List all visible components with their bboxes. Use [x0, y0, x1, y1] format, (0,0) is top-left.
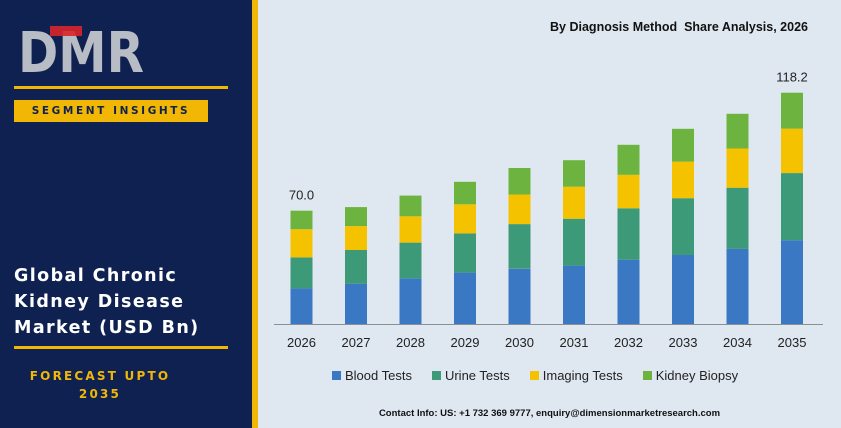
bar-segment-imaging-tests — [726, 148, 749, 188]
chart-legend: Blood Tests Urine Tests Imaging Tests Kidne… — [332, 367, 738, 383]
segment-insights-badge: SEGMENT INSIGHTS — [14, 100, 208, 122]
legend-label: Kidney Biopsy — [655, 367, 739, 383]
chart-title: By Diagnosis Method Share Analysis, 2026 — [550, 20, 808, 34]
market-title-line: Market (USD Bn) — [14, 318, 200, 338]
forecast-year: 2035 — [78, 387, 122, 401]
bar-segment-kidney-biopsy — [399, 195, 422, 217]
bar-segment-urine-tests — [672, 198, 694, 255]
logo-divider — [14, 86, 228, 89]
bar-segment-imaging-tests — [781, 128, 803, 173]
x-tick-label: 2030 — [505, 335, 534, 350]
data-label: 118.2 — [776, 70, 808, 85]
bar-segment-imaging-tests — [290, 229, 313, 258]
bar-segment-kidney-biopsy — [781, 92, 803, 129]
market-title-line: Kidney Disease — [14, 292, 185, 312]
x-tick-label: 2032 — [614, 335, 643, 350]
bar-segment-kidney-biopsy — [672, 128, 694, 162]
bar-segment-kidney-biopsy — [290, 210, 313, 230]
bar-segment-kidney-biopsy — [617, 144, 640, 175]
bar-segment-imaging-tests — [454, 204, 476, 234]
legend-label: Urine Tests — [444, 367, 510, 383]
bar-segment-kidney-biopsy — [345, 207, 367, 227]
x-tick-label: 2028 — [396, 335, 425, 350]
bar-segment-urine-tests — [563, 218, 585, 266]
legend-swatch — [332, 370, 341, 380]
bar-segment-blood-tests — [290, 288, 313, 324]
legend-item: Urine Tests — [431, 367, 510, 383]
bar-segment-blood-tests — [617, 259, 640, 324]
bar-segment-kidney-biopsy — [563, 160, 585, 187]
title-divider — [14, 346, 228, 349]
segment-insights-text: SEGMENT INSIGHTS — [31, 105, 191, 117]
legend-item: Blood Tests — [332, 368, 412, 383]
legend-item: Kidney Biopsy — [642, 367, 739, 383]
contact-info: Contact Info: US: +1 732 369 9777, enqui… — [378, 408, 721, 419]
bar-segment-imaging-tests — [508, 194, 531, 225]
x-tick-label: 2031 — [560, 335, 589, 350]
bar-segment-blood-tests — [345, 283, 367, 324]
bar-segment-blood-tests — [781, 240, 803, 324]
forecast-line: FORECAST UPTO — [29, 369, 171, 383]
x-tick-label: 2033 — [669, 335, 698, 350]
bar-segment-blood-tests — [563, 265, 585, 324]
bar-segment-urine-tests — [345, 249, 367, 284]
legend-swatch — [529, 370, 539, 380]
x-tick-label: 2029 — [451, 335, 480, 350]
forecast-label: FORECAST UPTO 2035 — [14, 367, 186, 403]
bar-segment-kidney-biopsy — [508, 168, 531, 195]
bar-segment-blood-tests — [672, 255, 694, 324]
legend-label: Blood Tests — [345, 367, 412, 383]
bar-segment-imaging-tests — [399, 216, 422, 243]
bar-segment-blood-tests — [726, 248, 749, 324]
bar-segment-urine-tests — [781, 173, 803, 241]
bar-segment-blood-tests — [454, 272, 476, 324]
left-panel: DMR SEGMENT INSIGHTS Global Chronic Kidn… — [0, 0, 252, 428]
logo-red-accent — [50, 26, 82, 36]
market-title-line: Global Chronic — [14, 266, 178, 286]
bar-segment-kidney-biopsy — [726, 113, 749, 149]
bar-segment-urine-tests — [399, 242, 422, 279]
x-tick-label: 2027 — [342, 335, 371, 350]
x-tick-label: 2034 — [723, 335, 752, 350]
bar-segment-imaging-tests — [563, 186, 585, 219]
bar-segment-imaging-tests — [617, 174, 640, 209]
accent-strip — [252, 0, 258, 428]
legend-item: Imaging Tests — [529, 367, 623, 383]
legend-swatch — [431, 370, 441, 380]
bar-segment-kidney-biopsy — [454, 181, 476, 205]
bar-segment-urine-tests — [726, 187, 749, 249]
x-tick-label: 2035 — [778, 335, 807, 350]
bar-segment-urine-tests — [290, 257, 313, 289]
legend-label: Imaging Tests — [542, 367, 623, 383]
bar-segment-blood-tests — [399, 278, 422, 324]
bar-segment-urine-tests — [454, 233, 476, 273]
dmr-logo: DMR — [18, 22, 144, 78]
bar-segment-imaging-tests — [345, 226, 367, 250]
bar-segment-urine-tests — [508, 224, 531, 269]
data-label: 70.0 — [289, 188, 314, 203]
bar-segment-urine-tests — [617, 208, 640, 260]
bar-segment-blood-tests — [508, 268, 531, 324]
x-tick-label: 2026 — [287, 335, 316, 350]
bar-segment-imaging-tests — [672, 161, 694, 199]
market-title: Global Chronic Kidney Disease Market (US… — [14, 263, 244, 341]
legend-swatch — [642, 370, 652, 380]
